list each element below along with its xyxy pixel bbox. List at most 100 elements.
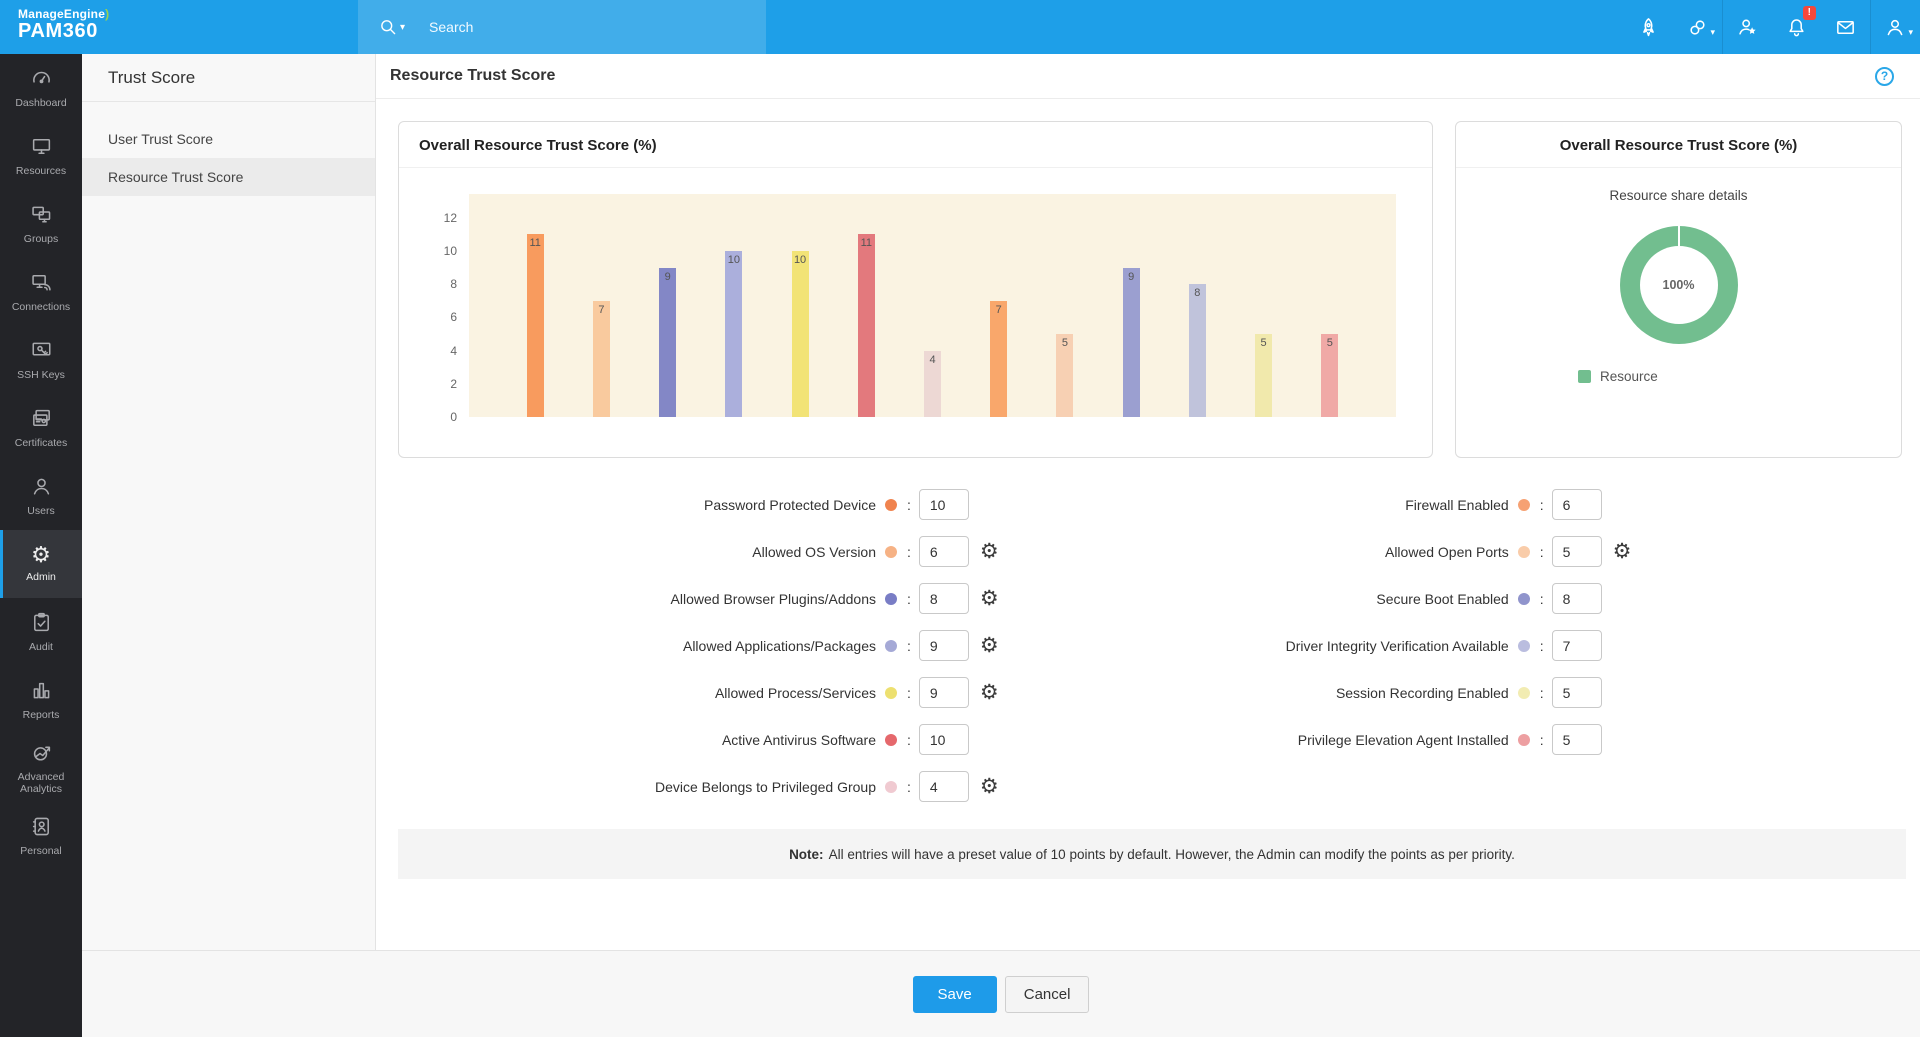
sidebar-item-label: Users [27,505,55,517]
sidebar-item-label: Admin [26,571,56,584]
form-row: Allowed Process/Services: ⚙ [516,676,999,709]
colon-separator: : [1539,590,1544,607]
whats-new-rocket-icon[interactable] [1624,0,1673,54]
points-input[interactable] [918,771,969,802]
points-input[interactable] [1551,536,1602,567]
settings-gear-icon[interactable]: ⚙ [1612,539,1632,563]
topbar-divider [1722,0,1723,54]
colon-separator: : [1539,496,1544,513]
save-button[interactable]: Save [912,975,997,1013]
field-label: Allowed Browser Plugins/Addons [670,590,876,607]
subnav-item-user-trust-score[interactable]: User Trust Score [108,131,214,147]
legend-label: Resource [1600,369,1658,384]
bar-chart-title: Overall Resource Trust Score (%) [399,122,1432,168]
sidebar-item-advanced-analytics[interactable]: Advanced Analytics [0,734,82,802]
quick-links-icon[interactable]: ▾ [1673,0,1722,54]
series-color-dot [1517,545,1530,558]
field-label: Device Belongs to Privileged Group [654,778,876,795]
subnav-item-resource-trust-score[interactable]: Resource Trust Score [82,158,375,196]
bar-value-label: 11 [860,237,872,250]
colon-separator: : [907,637,911,654]
donut-start-notch [1677,226,1680,246]
y-axis-tick: 8 [450,277,457,292]
subnav-title: Trust Score [82,54,375,102]
sidebar-item-ssh-keys[interactable]: SSH Keys [0,326,82,394]
field-label: Session Recording Enabled [1335,684,1509,701]
logo-swirl-icon: ) [105,7,110,21]
sidebar-item-connections[interactable]: Connections [0,258,82,326]
points-input[interactable] [1551,630,1602,661]
resources-icon [30,135,53,161]
bar-value-label: 5 [1326,337,1333,349]
sidebar-item-personal[interactable]: Personal [0,802,82,870]
field-label: Allowed OS Version [752,543,876,560]
points-input[interactable] [918,583,969,614]
personal-icon [30,815,53,841]
field-label: Active Antivirus Software [721,731,876,748]
sidebar-item-label: Advanced Analytics [17,770,65,796]
chart-bar: 7 [990,300,1008,417]
notification-badge: ! [1802,6,1816,20]
chart-bar: 5 [1321,334,1339,417]
profile-menu-icon[interactable]: ▾ [1871,0,1920,54]
sidebar-item-label: SSH Keys [17,369,65,381]
bar-value-label: 7 [995,303,1002,316]
settings-gear-icon[interactable]: ⚙ [979,586,999,610]
settings-gear-icon[interactable]: ⚙ [979,633,999,657]
main-content: Resource Trust Score ? Overall Resource … [376,54,1920,950]
legend-swatch [1578,370,1591,383]
bar-value-label: 11 [529,237,541,250]
points-input[interactable] [918,489,969,520]
points-input[interactable] [918,630,969,661]
colon-separator: : [907,731,911,748]
manageengine-pam360-logo[interactable]: ManageEngine) PAM360 [0,0,358,54]
points-input[interactable] [1551,677,1602,708]
series-color-dot [885,639,897,652]
sidebar-item-users[interactable]: Users [0,462,82,530]
sidebar-item-certificates[interactable]: Certificates [0,394,82,462]
points-input[interactable] [918,536,969,567]
sidebar-item-reports[interactable]: Reports [0,666,82,734]
note-bar: Note: All entries will have a preset val… [398,829,1906,879]
colon-separator: : [907,778,911,795]
points-input[interactable] [918,677,969,708]
search-placeholder: Search [429,19,474,35]
user-favorites-icon[interactable] [1723,0,1772,54]
settings-gear-icon[interactable]: ⚙ [979,774,999,798]
search-scope-caret-icon[interactable]: ▾ [400,21,406,33]
sidebar-item-label: Audit [29,641,53,653]
form-row: Active Antivirus Software: [516,723,999,756]
colon-separator: : [907,684,911,701]
sidebar-item-resources[interactable]: Resources [0,122,82,190]
series-color-dot [885,545,897,558]
sidebar-item-label: Reports [22,709,60,721]
sidebar-item-groups[interactable]: Groups [0,190,82,258]
sidebar-item-audit[interactable]: Audit [0,598,82,666]
cancel-button[interactable]: Cancel [1004,975,1090,1013]
page-title: Resource Trust Score [390,67,556,84]
logo-product: PAM360 [18,20,98,42]
settings-gear-icon[interactable]: ⚙ [979,680,999,704]
help-icon[interactable]: ? [1875,66,1894,86]
sidebar-item-label: Personal [20,845,62,857]
donut-chart-title: Overall Resource Trust Score (%) [1456,122,1901,168]
field-label: Password Protected Device [704,496,876,513]
chart-bar: 11 [526,234,544,417]
form-row: Secure Boot Enabled: [1149,582,1632,615]
chart-bar: 11 [857,234,875,417]
trust-score-bar-chart: 12 10 8 6 4 2 0 11 7 9 10 10 11 4 7 5 9 8 5 5 [444,194,1396,424]
points-input[interactable] [918,724,969,755]
sidebar-item-dashboard[interactable]: Dashboard [0,54,82,122]
field-label: Driver Integrity Verification Available [1285,637,1509,654]
mail-icon[interactable] [1821,0,1870,54]
settings-gear-icon[interactable]: ⚙ [979,539,999,563]
points-input[interactable] [1551,489,1602,520]
points-input[interactable] [1551,583,1602,614]
users-icon [30,475,53,501]
form-row: Device Belongs to Privileged Group: ⚙ [516,770,999,803]
sidebar-item-admin[interactable]: ⚙ Admin [0,530,82,598]
points-input[interactable] [1551,724,1602,755]
search-icon[interactable]: ▾ [378,17,405,38]
search-input[interactable]: ▾ Search [358,0,766,54]
notifications-bell-icon[interactable]: ! [1772,0,1821,54]
